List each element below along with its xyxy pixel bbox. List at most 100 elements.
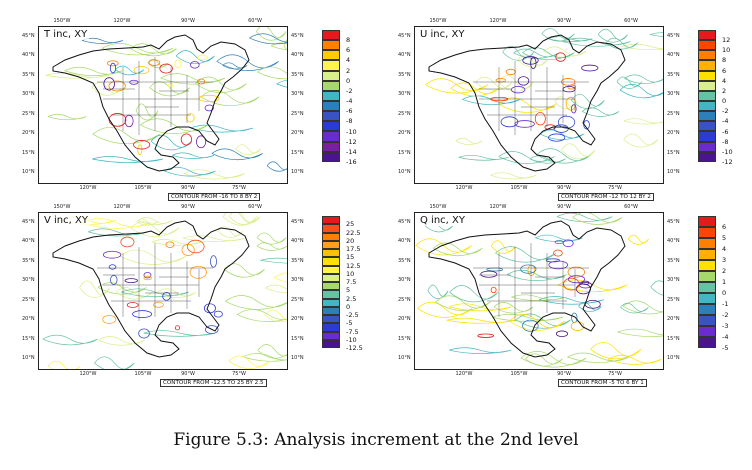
contour-line (498, 151, 555, 164)
contour-line (561, 143, 596, 160)
contour-line (575, 283, 591, 295)
contour-line (81, 37, 124, 44)
contour-line (242, 353, 287, 362)
colorbar-swatch (698, 40, 716, 51)
contour-line (124, 278, 138, 284)
contour-line (578, 301, 602, 313)
contour-line (164, 166, 216, 177)
colorbar-swatch (698, 304, 716, 315)
contour-line (150, 134, 192, 151)
contour-line (605, 37, 639, 50)
lon-tick-bottom: 75°W (608, 185, 622, 191)
contour-line (446, 317, 515, 324)
colorbar-swatch (698, 293, 716, 304)
contour-line (511, 85, 526, 94)
colorbar-label: 17.5 (346, 245, 361, 253)
contour-line (172, 152, 215, 159)
contour-line (567, 352, 630, 363)
colorbar-swatch (698, 100, 716, 112)
contour-line (189, 265, 207, 279)
colorbar-label: -3 (722, 322, 729, 330)
colorbar-swatch (322, 240, 340, 249)
contour-line (555, 52, 566, 62)
contour-line (190, 61, 200, 69)
colorbar-label: 6 (346, 46, 351, 55)
contour-line (608, 355, 662, 365)
contour-line (64, 66, 123, 77)
contour-line (79, 280, 110, 298)
lat-tick-right: 45°N (291, 219, 304, 225)
contour-line (572, 213, 623, 225)
contour-line (108, 113, 127, 127)
contour-line (583, 120, 590, 130)
contour-line (490, 286, 497, 294)
contour-line (273, 272, 287, 283)
lon-tick-top: 90°W (181, 204, 195, 210)
colorbar-label: 6 (722, 223, 727, 231)
contour-line (148, 59, 161, 66)
colorbar-label: -10 (722, 147, 733, 156)
contour-line (143, 330, 216, 337)
colorbar-label: -8 (722, 137, 729, 146)
colorbar-label: 25 (346, 220, 355, 229)
contour-line (449, 347, 512, 354)
contour-line (562, 37, 631, 47)
lat-tick-right: 15°N (291, 149, 304, 156)
contour-line (197, 78, 206, 85)
contour-line (620, 302, 649, 314)
colorbar-swatch (698, 260, 716, 271)
contour-line (204, 104, 214, 112)
colorbar-label: -4 (722, 117, 729, 126)
contour-line (149, 81, 191, 97)
contour-line (140, 118, 209, 134)
colorbar-swatch (698, 326, 716, 337)
contour-line (133, 66, 150, 75)
contour-line (174, 325, 181, 331)
contour-line (495, 246, 557, 263)
lat-tick-left: 10°N (398, 355, 411, 361)
contour-line (264, 309, 287, 323)
map-frame (414, 26, 664, 184)
contour-line (186, 113, 195, 123)
contour-line (265, 284, 287, 293)
map-panel: 150°W 120°W 90°W 60°W 120°W 105°W 90°W 75°W 45°N… (22, 198, 363, 394)
lat-tick-left: 30°N (398, 91, 411, 98)
colorbar-swatch (322, 315, 340, 324)
lat-tick-right: 10°N (667, 169, 680, 175)
colorbar-swatch (322, 30, 340, 41)
colorbar-label: 4 (722, 76, 727, 85)
colorbar-swatch (698, 70, 716, 81)
lon-tick-top: 60°W (248, 18, 262, 24)
lat-tick-right: 35°N (667, 257, 680, 264)
colorbar-label: -2 (722, 311, 729, 319)
contour-line (136, 218, 158, 226)
contour-line (143, 271, 152, 279)
contour-line (493, 302, 534, 314)
colorbar-label: -6 (346, 107, 353, 116)
lon-tick-bottom: 75°W (232, 371, 246, 377)
colorbar-swatch (322, 273, 340, 282)
lon-tick-top: 90°W (557, 18, 571, 24)
contour-line (256, 27, 287, 41)
lon-tick-top: 120°W (489, 204, 507, 210)
lat-tick-right: 30°N (291, 91, 304, 98)
colorbar-swatch (698, 271, 716, 282)
contour-line (94, 356, 135, 369)
contour-line (116, 286, 153, 300)
contour-line (534, 112, 546, 126)
lat-tick-left: 20°N (398, 130, 411, 137)
colorbar-swatch (698, 337, 716, 348)
contour-line (477, 333, 495, 338)
contour-line (153, 301, 164, 308)
lat-tick-left: 25°N (398, 296, 411, 303)
lat-tick-left: 20°N (398, 316, 411, 323)
contour-line (213, 310, 223, 318)
contour-line (582, 107, 620, 117)
colorbar-swatch (698, 90, 716, 101)
lat-tick-left: 40°N (398, 52, 411, 59)
contour-line (256, 242, 287, 251)
colorbar-swatch (322, 121, 340, 132)
lat-tick-left: 10°N (22, 355, 35, 361)
contour-line (167, 83, 174, 88)
contour-line (520, 264, 537, 274)
